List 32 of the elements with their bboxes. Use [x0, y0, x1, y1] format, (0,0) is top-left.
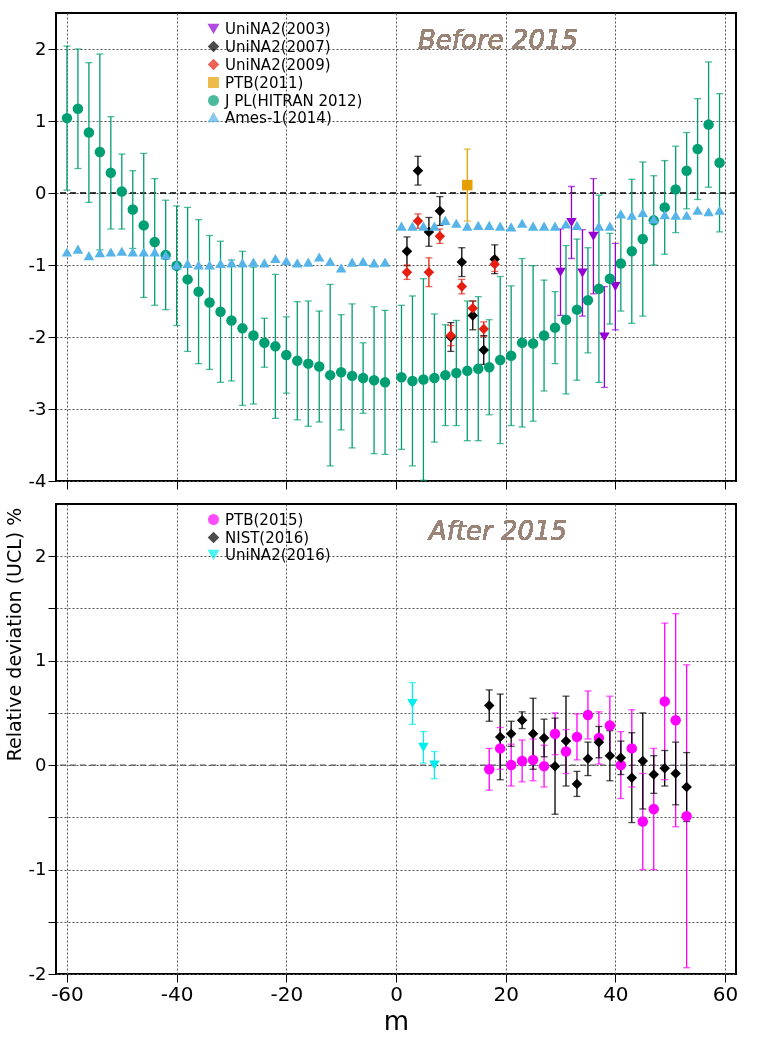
y-tick-label: 2 [35, 37, 47, 59]
legend-label: UniNA2(2003) [225, 19, 331, 38]
annotation: After 2015 [426, 516, 568, 546]
y-axis-title: Relative deviation (UCL) % [2, 507, 25, 762]
y-tick-label: -1 [28, 253, 47, 275]
legend-label: PTB(2011) [225, 73, 304, 92]
y-tick-label: 1 [35, 649, 47, 671]
legend-label: UniNA2(2016) [225, 545, 331, 564]
legend-label: Ames-1(2014) [225, 108, 332, 127]
y-tick-label: -4 [28, 469, 47, 491]
x-tick-label: 20 [493, 981, 519, 1006]
legend-label: PTB(2015) [225, 510, 304, 529]
x-tick-label: 60 [712, 981, 739, 1006]
legend-label: J PL(HITRAN 2012) [224, 91, 363, 110]
y-tick-label: -2 [28, 962, 47, 984]
x-tick-label: -20 [270, 981, 304, 1006]
legend-label: NIST(2016) [225, 528, 310, 547]
x-tick-label: 40 [603, 981, 629, 1006]
x-tick-label: -60 [51, 981, 84, 1006]
x-tick-label: 0 [390, 981, 403, 1006]
y-tick-label: 0 [35, 753, 47, 775]
y-tick-label: -2 [28, 325, 47, 347]
y-tick-label: 2 [35, 544, 47, 566]
y-tick-label: -1 [28, 858, 47, 880]
y-tick-label: 0 [35, 181, 47, 203]
y-tick-label: 1 [35, 109, 47, 131]
legend-label: UniNA2(2009) [225, 55, 331, 74]
annotation: Before 2015 [417, 25, 579, 55]
x-axis-title: m [383, 1005, 410, 1036]
x-tick-label: -40 [160, 981, 194, 1006]
legend-label: UniNA2(2007) [225, 37, 331, 56]
y-tick-label: -3 [28, 397, 47, 419]
